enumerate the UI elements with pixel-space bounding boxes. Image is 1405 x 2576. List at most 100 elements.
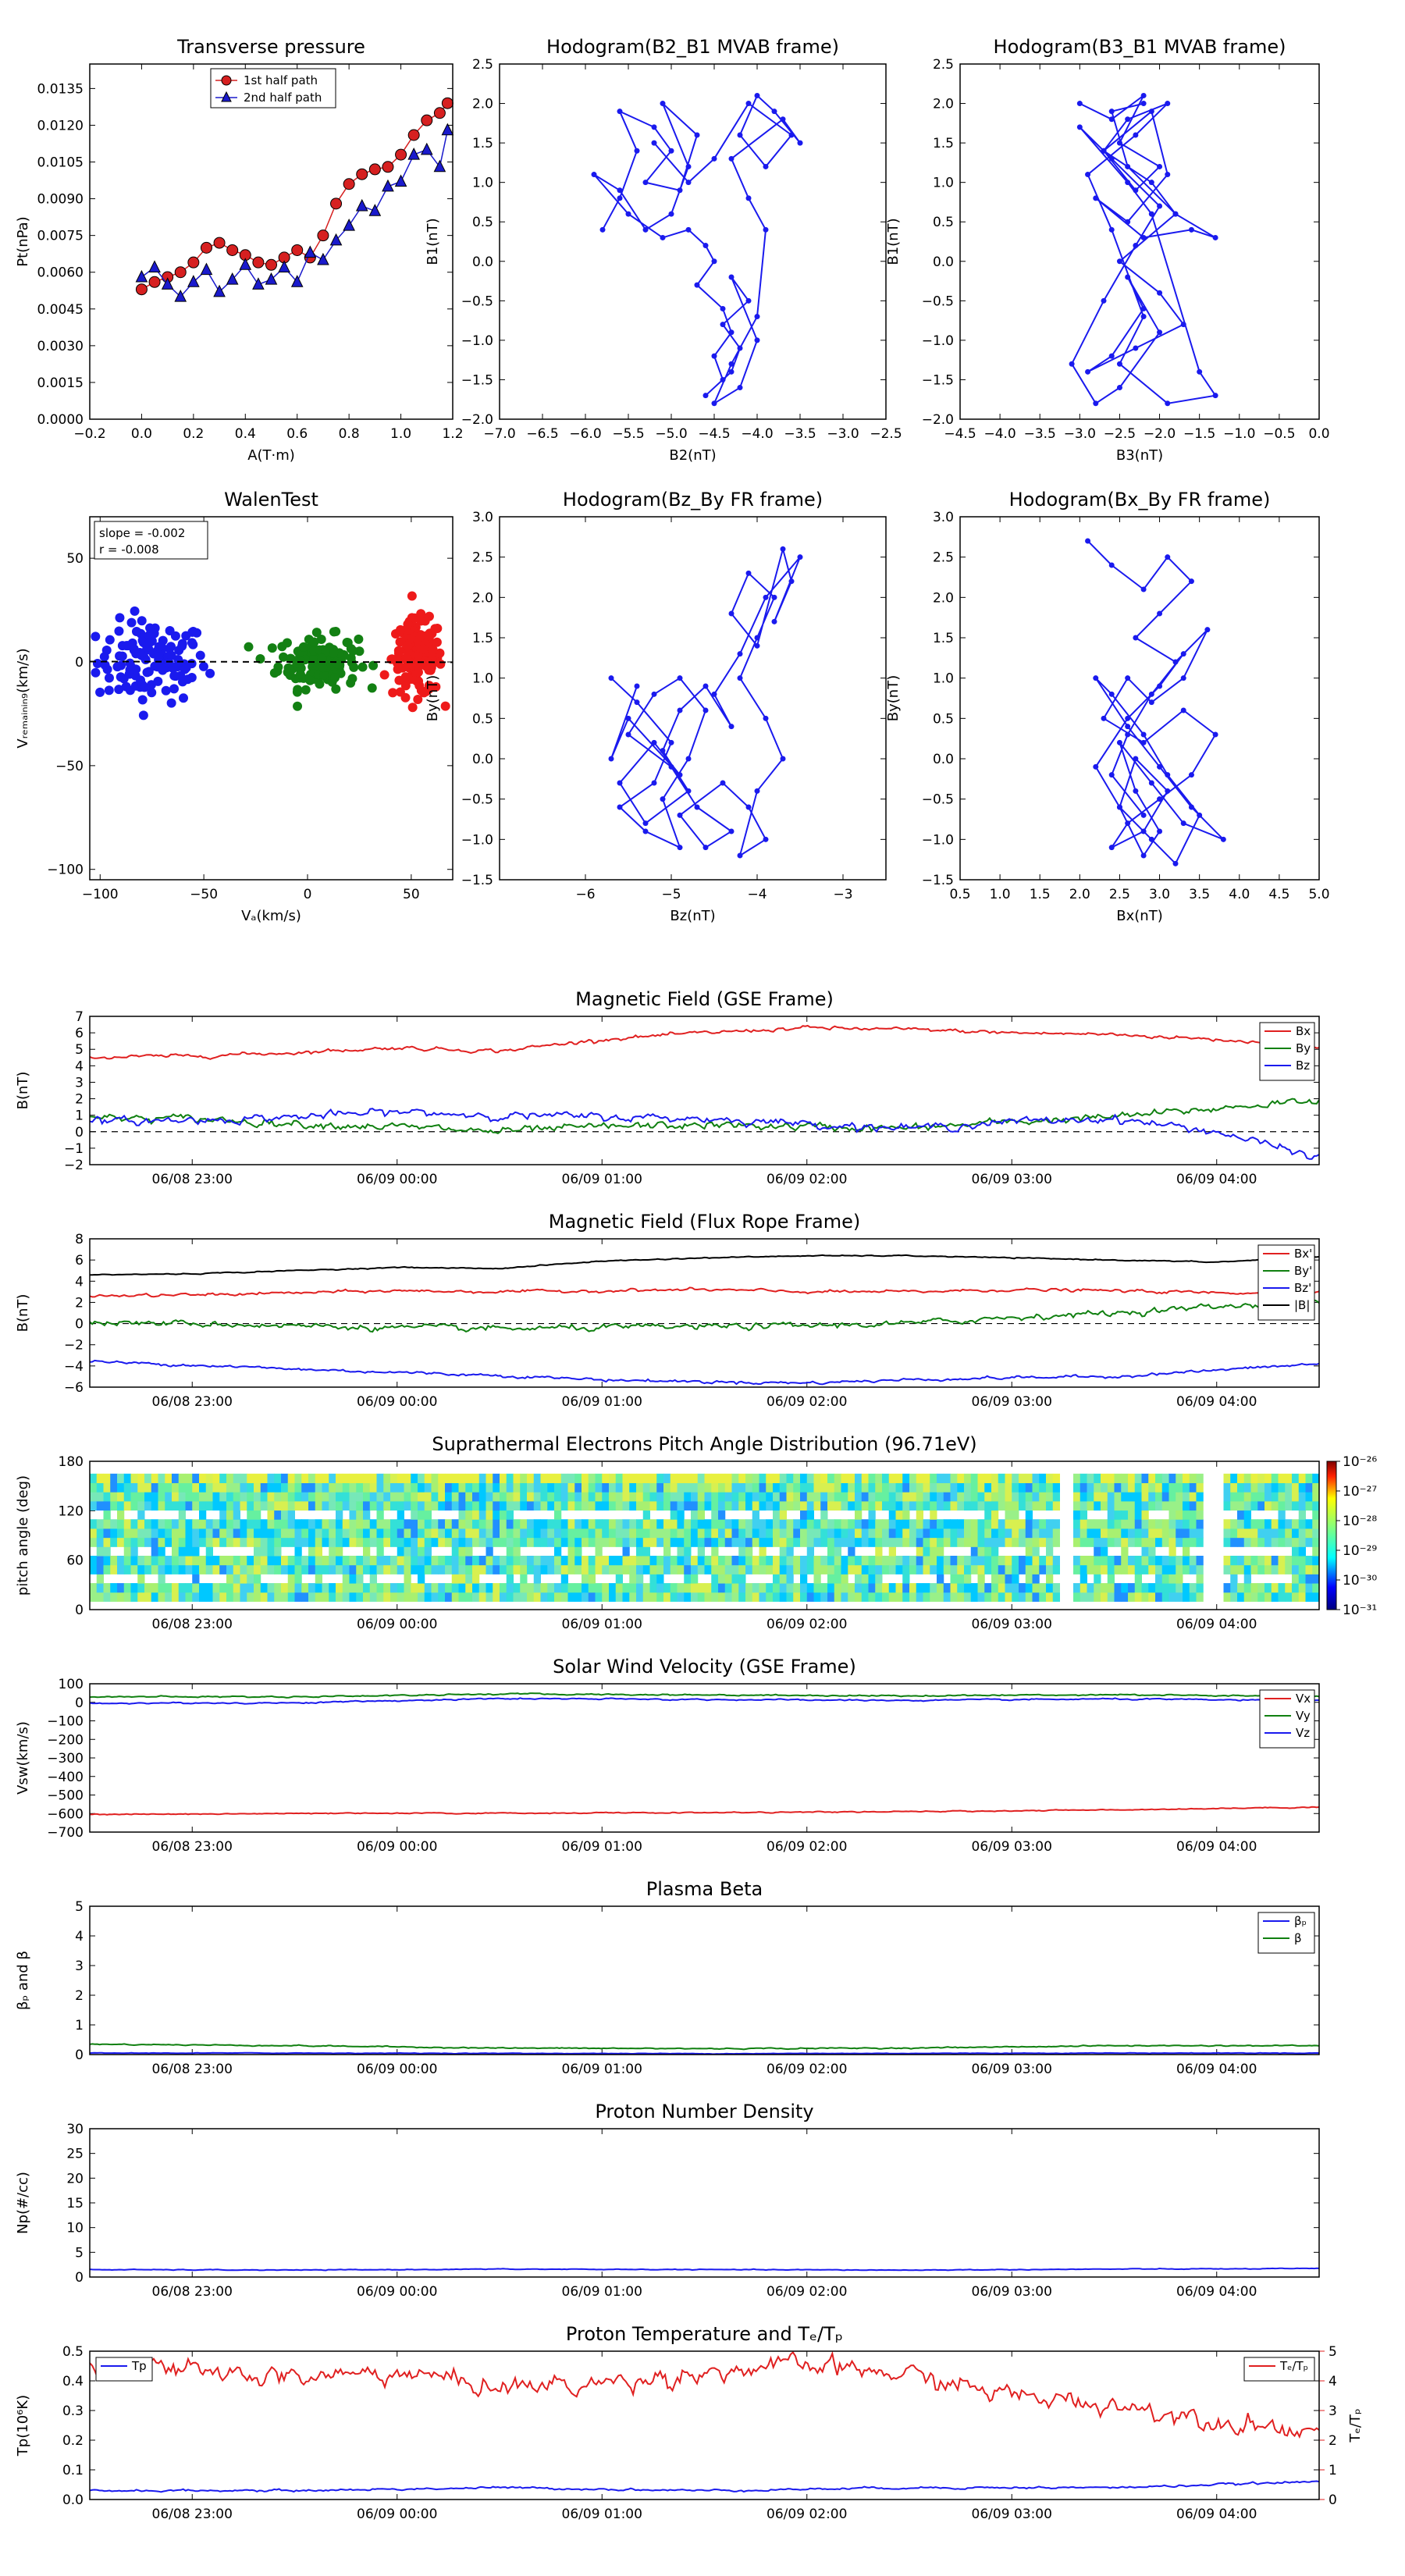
heatmap-cell xyxy=(390,1500,398,1511)
heatmap-cell xyxy=(178,1556,186,1566)
heatmap-cell xyxy=(308,1473,316,1484)
heatmap-cell xyxy=(916,1500,923,1511)
heatmap-cell xyxy=(397,1537,404,1547)
heatmap-cell xyxy=(247,1528,254,1539)
data-point xyxy=(305,675,315,685)
heatmap-cell xyxy=(984,1519,992,1529)
heatmap-cell xyxy=(1005,1492,1012,1502)
heatmap-cell xyxy=(1121,1564,1129,1574)
heatmap-cell xyxy=(1292,1500,1300,1511)
heatmap-cell xyxy=(527,1583,535,1593)
data-point xyxy=(617,109,623,115)
data-point xyxy=(138,710,148,720)
data-point xyxy=(1116,804,1122,810)
data-point xyxy=(1140,314,1147,320)
data-point xyxy=(617,780,623,786)
data-point xyxy=(1108,353,1115,359)
heatmap-cell xyxy=(1005,1510,1012,1520)
heatmap-cell xyxy=(656,1574,664,1584)
heatmap-cell xyxy=(369,1583,377,1593)
heatmap-cell xyxy=(1223,1592,1231,1602)
heatmap-cell xyxy=(294,1482,302,1493)
data-point xyxy=(1140,101,1147,107)
data-point xyxy=(711,400,717,407)
heatmap-cell xyxy=(486,1492,493,1502)
data-point xyxy=(788,578,795,585)
data-point xyxy=(379,670,389,680)
heatmap-cell xyxy=(588,1528,596,1539)
y-tick-label: 0 xyxy=(75,1125,84,1140)
heatmap-cell xyxy=(329,1564,336,1574)
data-point xyxy=(423,660,433,670)
heatmap-cell xyxy=(465,1500,473,1511)
data-point xyxy=(677,812,683,818)
heatmap-cell xyxy=(478,1537,486,1547)
heatmap-cell xyxy=(806,1492,814,1502)
heatmap-cell xyxy=(1012,1473,1019,1484)
heatmap-cell xyxy=(813,1583,821,1593)
heatmap-cell xyxy=(212,1592,220,1602)
heatmap-cell xyxy=(478,1592,486,1602)
heatmap-cell xyxy=(916,1510,923,1520)
heatmap-cell xyxy=(888,1482,896,1493)
data-point xyxy=(278,260,290,272)
data-point xyxy=(737,651,743,657)
data-point xyxy=(1093,400,1099,407)
data-point xyxy=(1133,132,1139,138)
heatmap-cell xyxy=(294,1592,302,1602)
heatmap-cell xyxy=(90,1564,98,1574)
heatmap-cell xyxy=(677,1556,685,1566)
data-point xyxy=(1157,828,1163,834)
heatmap-cell xyxy=(786,1500,794,1511)
plot-frame xyxy=(499,516,887,881)
y-tick-label: −1.0 xyxy=(461,832,493,848)
data-point xyxy=(1148,780,1154,786)
data-point xyxy=(763,715,769,721)
heatmap-cell xyxy=(178,1537,186,1547)
heatmap-cell xyxy=(1168,1473,1176,1484)
heatmap-cell xyxy=(1046,1473,1054,1484)
heatmap-cell xyxy=(90,1537,98,1547)
heatmap-cell xyxy=(602,1482,610,1493)
heatmap-cell xyxy=(834,1574,841,1584)
heatmap-cell xyxy=(1107,1528,1115,1539)
data-point xyxy=(720,322,726,328)
heatmap-cell xyxy=(766,1583,774,1593)
heatmap-cell xyxy=(868,1564,876,1574)
heatmap-cell xyxy=(418,1492,425,1502)
heatmap-cell xyxy=(930,1556,937,1566)
y-tick-label: 7 xyxy=(75,1009,84,1025)
heatmap-cell xyxy=(219,1537,227,1547)
heatmap-cell xyxy=(1148,1482,1156,1493)
heatmap-cell xyxy=(738,1528,746,1539)
data-point xyxy=(763,594,769,600)
data-point xyxy=(1197,368,1203,375)
heatmap-cell xyxy=(1264,1556,1272,1566)
heatmap-cell xyxy=(888,1492,896,1502)
heatmap-cell xyxy=(1107,1510,1115,1520)
heatmap-cell xyxy=(540,1482,548,1493)
data-point xyxy=(1212,234,1218,240)
data-point xyxy=(431,681,441,692)
heatmap-cell xyxy=(882,1564,890,1574)
heatmap-cell xyxy=(397,1556,404,1566)
heatmap-cell xyxy=(1141,1564,1149,1574)
heatmap-cell xyxy=(165,1528,173,1539)
data-point xyxy=(1140,92,1147,98)
heatmap-cell xyxy=(554,1473,562,1484)
x-tick-label: 2.0 xyxy=(1069,887,1090,902)
heatmap-cell xyxy=(411,1500,418,1511)
heatmap-cell xyxy=(567,1492,575,1502)
heatmap-cell xyxy=(895,1482,903,1493)
heatmap-cell xyxy=(827,1556,835,1566)
heatmap-cell xyxy=(554,1482,562,1493)
heatmap-cell xyxy=(356,1574,364,1584)
heatmap-cell xyxy=(205,1556,213,1566)
colorbar-label: 10⁻³¹ xyxy=(1343,1603,1377,1618)
heatmap-cell xyxy=(287,1583,295,1593)
panel-title: Proton Temperature and Tₑ/Tₚ xyxy=(566,2323,843,2345)
heatmap-cell xyxy=(151,1556,158,1566)
heatmap-cell xyxy=(718,1583,726,1593)
heatmap-cell xyxy=(759,1537,767,1547)
heatmap-cell xyxy=(527,1564,535,1574)
